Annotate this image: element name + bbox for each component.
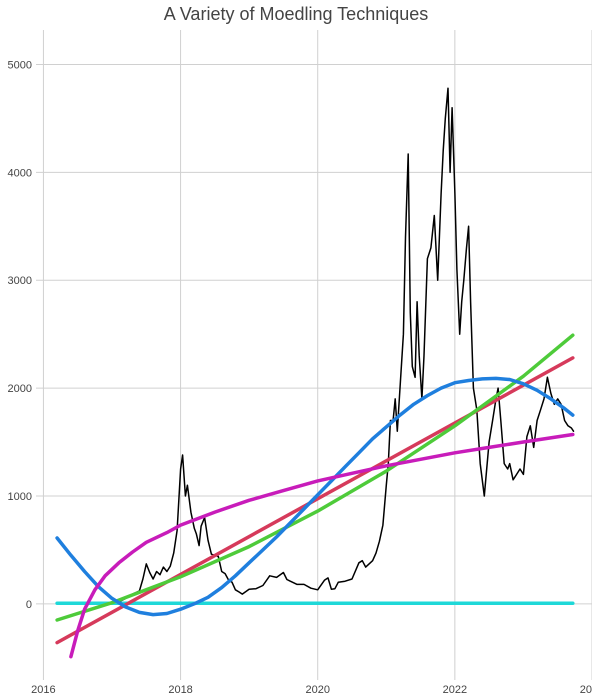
y-tick-label: 5000	[8, 60, 32, 72]
y-tick-label: 1000	[8, 491, 32, 503]
series-line-cubic	[57, 378, 573, 614]
grid-lines	[36, 30, 592, 680]
x-tick-label: 2018	[168, 684, 192, 696]
x-tick-label: 2020	[305, 684, 329, 696]
x-axis-ticks: 2016 2018 2020 2022 2024	[31, 684, 592, 696]
y-tick-label: 0	[26, 599, 32, 611]
y-tick-label: 2000	[8, 383, 32, 395]
series-line-price	[67, 88, 573, 604]
series-line-linear	[57, 358, 573, 643]
y-tick-label: 3000	[8, 275, 32, 287]
series-line-log	[71, 435, 573, 657]
y-axis-ticks: 0 1000 2000 3000 4000 5000	[8, 60, 32, 611]
series-lines	[57, 88, 573, 657]
y-tick-label: 4000	[8, 167, 32, 179]
x-tick-label: 2024	[580, 684, 592, 696]
x-tick-label: 2022	[443, 684, 467, 696]
x-tick-label: 2016	[31, 684, 55, 696]
